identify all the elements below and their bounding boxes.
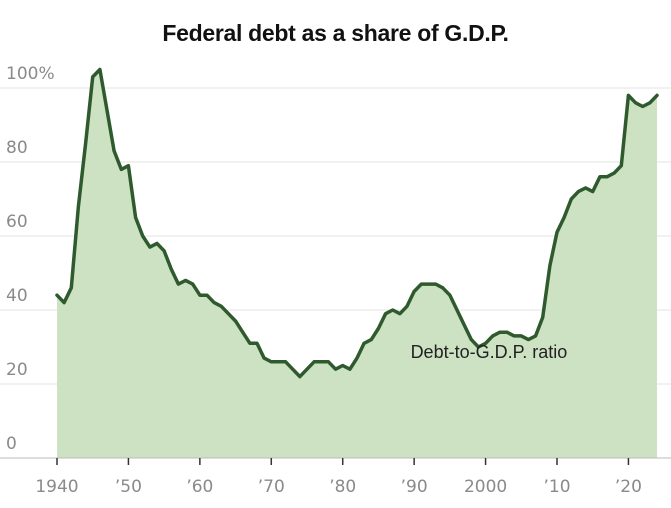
y-axis-ticks: 100% 80 60 40 20 0 xyxy=(6,64,55,454)
y-tick-label: 80 xyxy=(6,138,28,158)
y-tick-label: 0 xyxy=(6,434,17,454)
y-tick-label: 20 xyxy=(6,360,28,380)
chart-title: Federal debt as a share of G.D.P. xyxy=(162,20,509,46)
series-annotation: Debt-to-G.D.P. ratio xyxy=(411,342,568,362)
x-tick-label: ’20 xyxy=(615,477,642,497)
series-line-debt-to-gdp xyxy=(55,67,659,379)
x-tick-label: 2000 xyxy=(464,477,507,497)
x-tick-label: ’50 xyxy=(115,477,142,497)
x-tick-label: ’80 xyxy=(329,477,356,497)
area-fill xyxy=(57,69,657,458)
y-tick-label: 60 xyxy=(6,212,28,232)
x-tick-label: 1940 xyxy=(35,477,78,497)
x-axis xyxy=(0,457,671,465)
x-tick-label: ’70 xyxy=(258,477,285,497)
x-axis-ticks: 1940 ’50 ’60 ’70 ’80 ’90 2000 ’10 ’20 xyxy=(35,477,642,497)
x-tick-label: ’10 xyxy=(543,477,570,497)
x-tick-label: ’60 xyxy=(186,477,213,497)
y-tick-label: 100% xyxy=(6,64,55,84)
y-tick-label: 40 xyxy=(6,286,28,306)
x-tick-label: ’90 xyxy=(401,477,428,497)
